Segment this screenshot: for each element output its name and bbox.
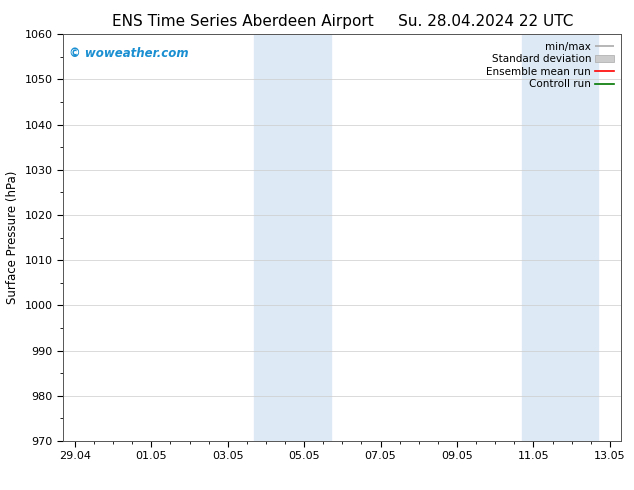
Bar bbox=[522, 34, 598, 441]
Text: © woweather.com: © woweather.com bbox=[69, 47, 188, 59]
Bar bbox=[254, 34, 331, 441]
Y-axis label: Surface Pressure (hPa): Surface Pressure (hPa) bbox=[6, 171, 19, 304]
Title: ENS Time Series Aberdeen Airport     Su. 28.04.2024 22 UTC: ENS Time Series Aberdeen Airport Su. 28.… bbox=[112, 14, 573, 29]
Legend: min/max, Standard deviation, Ensemble mean run, Controll run: min/max, Standard deviation, Ensemble me… bbox=[484, 40, 616, 92]
